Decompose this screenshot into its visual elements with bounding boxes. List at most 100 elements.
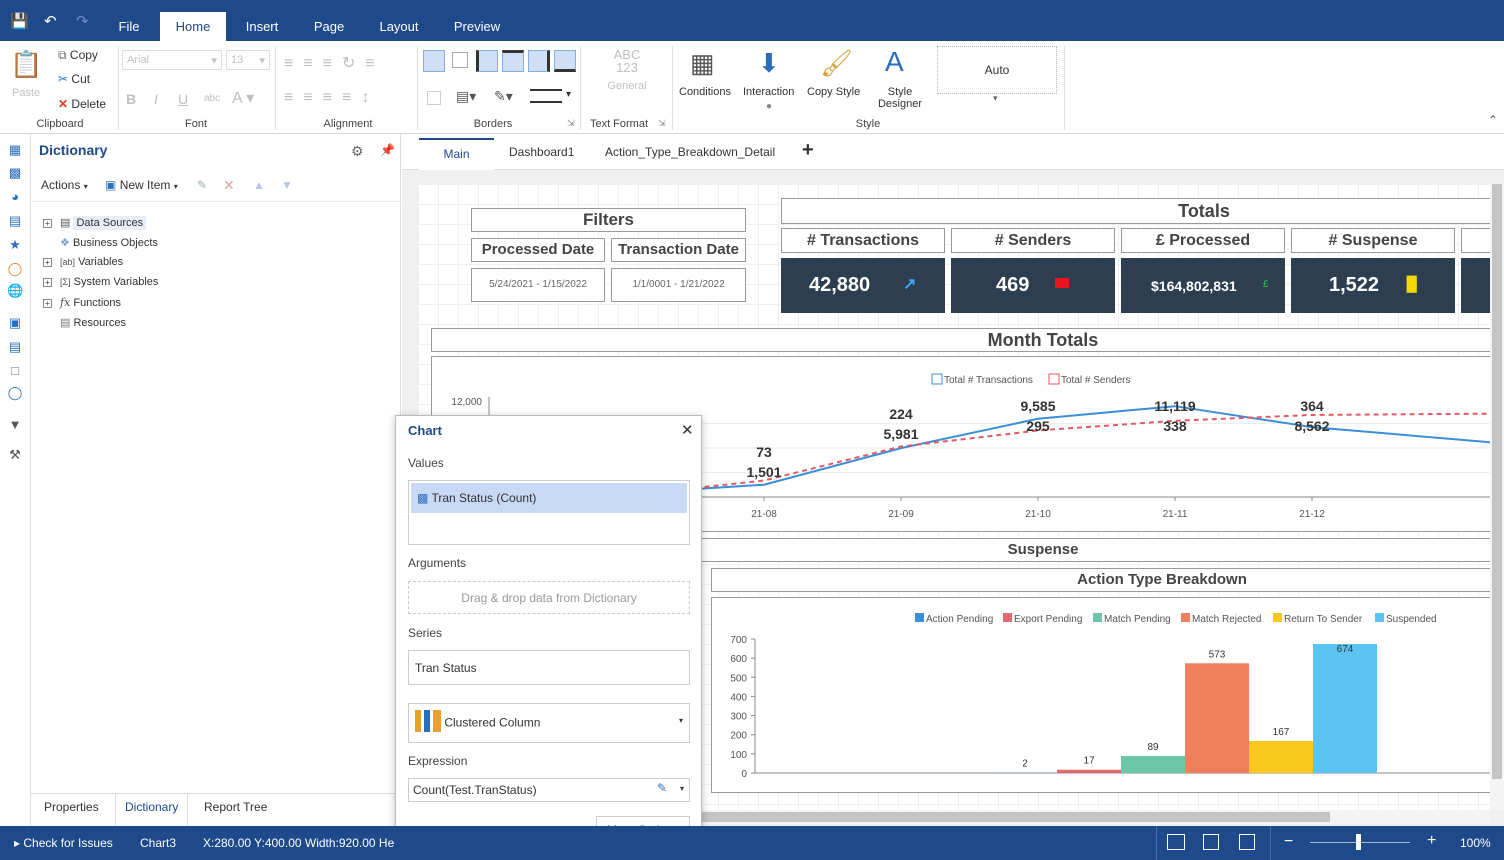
align-icons-row-2[interactable]: ≡≡≡≡↕	[284, 89, 380, 106]
style-designer-button[interactable]: Style Designer	[877, 86, 923, 110]
chart-type-select[interactable]: Clustered Column ▾	[408, 703, 690, 743]
tools-icon[interactable]: ⚒	[9, 447, 21, 462]
single-page-icon[interactable]	[1239, 834, 1255, 850]
expand-icon[interactable]: +	[43, 298, 52, 308]
expand-icon[interactable]: +	[43, 257, 52, 267]
tree-item-system-variables[interactable]: + [Σ] System Variables	[43, 276, 158, 288]
chevron-down-icon[interactable]: ▾	[679, 784, 684, 793]
chevron-down-icon[interactable]: ▾	[993, 93, 998, 103]
redo-icon[interactable]: ↷	[76, 13, 89, 30]
delete-icon[interactable]: ✕	[223, 177, 235, 193]
border-style-select[interactable]	[530, 89, 562, 103]
font-name-select[interactable]: Arial ▾	[122, 50, 222, 70]
progress-icon[interactable]: ◯	[7, 261, 23, 276]
tree-item-resources[interactable]: ▤ Resources	[60, 316, 126, 329]
menu-tab-layout[interactable]: Layout	[379, 19, 419, 34]
indicator-icon[interactable]: ★	[9, 237, 21, 252]
sparkline-icon[interactable]: ▤	[8, 213, 22, 228]
menu-tab-insert[interactable]: Insert	[245, 19, 279, 34]
tab-properties[interactable]: Properties	[44, 800, 99, 814]
image-icon[interactable]: ▣	[8, 315, 22, 330]
expand-icon[interactable]: +	[43, 277, 52, 287]
vertical-scrollbar-thumb[interactable]	[1492, 184, 1502, 779]
value-item[interactable]: ▩ Tran Status (Count)	[411, 483, 687, 513]
tree-item-data-sources[interactable]: + ▤ Data Sources	[43, 216, 147, 230]
copy-style-button[interactable]: Copy Style	[807, 86, 861, 98]
horizontal-scrollbar-thumb[interactable]	[702, 812, 1330, 822]
action-breakdown-chart[interactable]: Action Pending Export Pending Match Pendin…	[711, 597, 1490, 793]
move-up-icon[interactable]: ▲	[253, 178, 265, 192]
italic-button[interactable]: I	[154, 91, 158, 107]
gauge-icon[interactable]: ◕	[11, 189, 19, 204]
fit-width-icon[interactable]	[1167, 834, 1185, 850]
vertical-scrollbar[interactable]	[1490, 184, 1504, 810]
tree-item-functions[interactable]: + fx Functions	[43, 296, 121, 309]
panel-icon[interactable]: □	[11, 363, 19, 378]
close-icon[interactable]: ✕	[681, 422, 694, 439]
series-field[interactable]: Tran Status	[408, 650, 690, 685]
copy-button[interactable]: ⧉ Copy	[58, 48, 98, 63]
bold-button[interactable]: B	[126, 91, 137, 107]
expression-field[interactable]: Count(Test.TranStatus) ✎ ▾	[408, 778, 690, 802]
collapse-ribbon-icon[interactable]: ⌃	[1488, 113, 1499, 127]
tab-action-type-breakdown-detail[interactable]: Action_Type_Breakdown_Detail	[605, 145, 776, 159]
chevron-down-icon[interactable]: ▾	[566, 89, 572, 100]
table-icon[interactable]: ▦	[8, 142, 22, 157]
add-page-button[interactable]: +	[802, 139, 814, 161]
save-icon[interactable]: 💾	[10, 13, 29, 30]
border-none-button[interactable]	[452, 52, 468, 68]
pin-icon[interactable]: 📌	[380, 143, 395, 157]
expand-icon[interactable]: +	[43, 218, 52, 228]
menu-tab-page[interactable]: Page	[313, 19, 345, 34]
zoom-out-button[interactable]: −	[1284, 833, 1294, 850]
tab-main[interactable]: Main	[419, 138, 494, 170]
conditions-button[interactable]: Conditions	[679, 86, 731, 98]
font-size-select[interactable]: 13 ▾	[226, 50, 270, 70]
border-all-button[interactable]	[423, 50, 445, 72]
processed-date-filter[interactable]: 5/24/2021 - 1/15/2022	[471, 268, 605, 302]
move-down-icon[interactable]: ▼	[281, 178, 293, 192]
tree-item-business-objects[interactable]: ❖ Business Objects	[60, 236, 158, 249]
tab-dashboard1[interactable]: Dashboard1	[509, 145, 575, 159]
fill-color-icon[interactable]: ▤▾	[456, 88, 477, 104]
border-top-button[interactable]	[502, 50, 524, 72]
actions-menu[interactable]: Actions ▾	[41, 178, 88, 192]
edit-icon[interactable]: ✎	[197, 178, 208, 192]
arguments-dropzone[interactable]: Drag & drop data from Dictionary	[408, 581, 690, 614]
chart-icon[interactable]: ▩	[8, 165, 22, 180]
zoom-in-button[interactable]: +	[1427, 832, 1437, 849]
interaction-button[interactable]: Interaction	[743, 86, 795, 98]
border-color-icon[interactable]: ✎▾	[494, 88, 513, 104]
border-shadow-button[interactable]	[427, 91, 441, 105]
values-list[interactable]: ▩ Tran Status (Count)	[408, 480, 690, 545]
border-right-button[interactable]	[528, 50, 550, 72]
new-item-menu[interactable]: ▣ New Item ▾	[105, 178, 178, 192]
fit-page-icon[interactable]	[1203, 834, 1219, 850]
map-icon[interactable]: 🌐	[7, 283, 24, 298]
text-format-general-button[interactable]: General	[607, 80, 647, 92]
align-icons-row-1[interactable]: ≡≡≡↻≡	[284, 55, 385, 72]
dialog-launcher-icon[interactable]: ⇲	[658, 118, 666, 128]
shape-icon[interactable]: ◯	[7, 385, 23, 400]
strikethrough-icon[interactable]: abc	[204, 93, 221, 104]
style-auto-select[interactable]: Auto	[937, 46, 1057, 94]
paste-button[interactable]: Paste	[12, 87, 41, 99]
tab-report-tree[interactable]: Report Tree	[204, 800, 268, 814]
border-bottom-button[interactable]	[554, 50, 576, 72]
font-color-icon[interactable]: A ▾	[232, 90, 255, 107]
menu-tab-home[interactable]: Home	[160, 12, 226, 41]
tree-item-variables[interactable]: + [ab] Variables	[43, 256, 123, 268]
edit-icon[interactable]: ✎	[656, 781, 667, 795]
border-left-button[interactable]	[476, 50, 498, 72]
text-icon[interactable]: ▤	[8, 339, 22, 354]
undo-icon[interactable]: ↶	[44, 13, 57, 30]
menu-tab-file[interactable]: File	[118, 19, 140, 34]
gear-icon[interactable]: ⚙	[351, 143, 364, 159]
delete-button[interactable]: ✕ Delete	[58, 97, 106, 111]
menu-tab-preview[interactable]: Preview	[453, 19, 501, 34]
transaction-date-filter[interactable]: 1/1/0001 - 1/21/2022	[611, 268, 746, 302]
underline-button[interactable]: U	[178, 91, 189, 107]
zoom-slider-thumb[interactable]	[1356, 834, 1361, 850]
check-for-issues-button[interactable]: ▸ Check for Issues	[14, 836, 113, 850]
dialog-launcher-icon[interactable]: ⇲	[567, 118, 575, 128]
